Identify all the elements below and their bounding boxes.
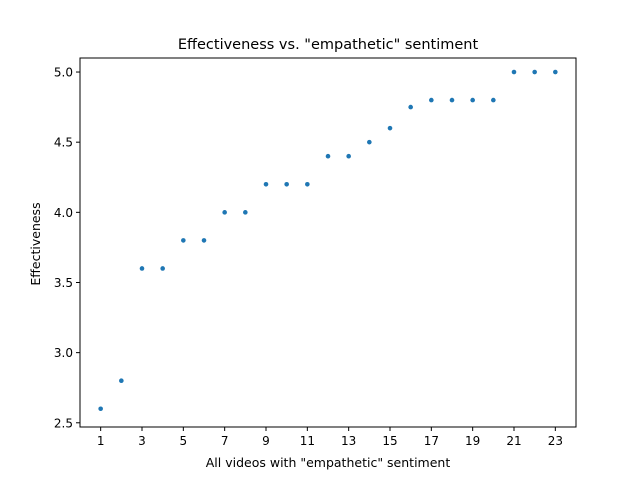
data-point bbox=[305, 181, 310, 187]
data-point bbox=[553, 69, 558, 75]
x-axis-ticks: 1 3 5 7 9 11 13 15 17 19 21 23 bbox=[97, 427, 563, 448]
x-tick-label: 19 bbox=[465, 434, 480, 448]
data-point bbox=[511, 69, 517, 75]
data-point bbox=[263, 181, 269, 187]
data-point bbox=[201, 238, 207, 243]
data-point bbox=[367, 139, 372, 145]
y-tick-label: 5.0 bbox=[54, 66, 73, 80]
y-tick-label: 4.5 bbox=[54, 136, 73, 150]
data-point bbox=[532, 69, 537, 75]
x-tick-label: 3 bbox=[138, 434, 146, 448]
data-point bbox=[139, 266, 145, 271]
data-point bbox=[119, 378, 124, 383]
data-points bbox=[98, 69, 558, 412]
y-tick-label: 3.0 bbox=[54, 346, 73, 360]
x-tick-label: 17 bbox=[424, 434, 439, 448]
plot-frame bbox=[79, 57, 577, 428]
data-point bbox=[387, 125, 393, 131]
x-axis-label: All videos with "empathetic" sentiment bbox=[206, 455, 451, 470]
data-point bbox=[470, 97, 475, 103]
data-point bbox=[449, 97, 455, 103]
data-point bbox=[491, 97, 496, 103]
chart-title: Effectiveness vs. "empathetic" sentiment bbox=[178, 37, 479, 53]
y-axis-label: Effectiveness bbox=[28, 202, 43, 285]
x-tick-label: 1 bbox=[97, 434, 105, 448]
data-point bbox=[284, 181, 289, 187]
data-point bbox=[160, 266, 165, 271]
x-tick-label: 11 bbox=[300, 434, 315, 448]
x-tick-label: 21 bbox=[506, 434, 521, 448]
x-tick-label: 9 bbox=[262, 434, 270, 448]
data-point bbox=[181, 238, 186, 243]
data-point bbox=[243, 210, 248, 215]
y-tick-label: 2.5 bbox=[54, 416, 73, 430]
y-tick-label: 3.5 bbox=[54, 276, 73, 290]
x-tick-label: 7 bbox=[221, 434, 229, 448]
data-point bbox=[408, 104, 413, 110]
y-tick-label: 4.0 bbox=[54, 206, 73, 220]
x-tick-label: 23 bbox=[548, 434, 563, 448]
data-point bbox=[346, 153, 351, 159]
data-point bbox=[429, 97, 434, 103]
data-point bbox=[222, 210, 227, 215]
x-tick-label: 15 bbox=[382, 434, 397, 448]
y-axis-ticks: 2.5 3.0 3.5 4.0 4.5 5.0 bbox=[54, 66, 80, 430]
x-tick-label: 5 bbox=[180, 434, 188, 448]
data-point bbox=[325, 153, 331, 159]
data-point bbox=[98, 406, 103, 412]
x-tick-label: 13 bbox=[341, 434, 356, 448]
